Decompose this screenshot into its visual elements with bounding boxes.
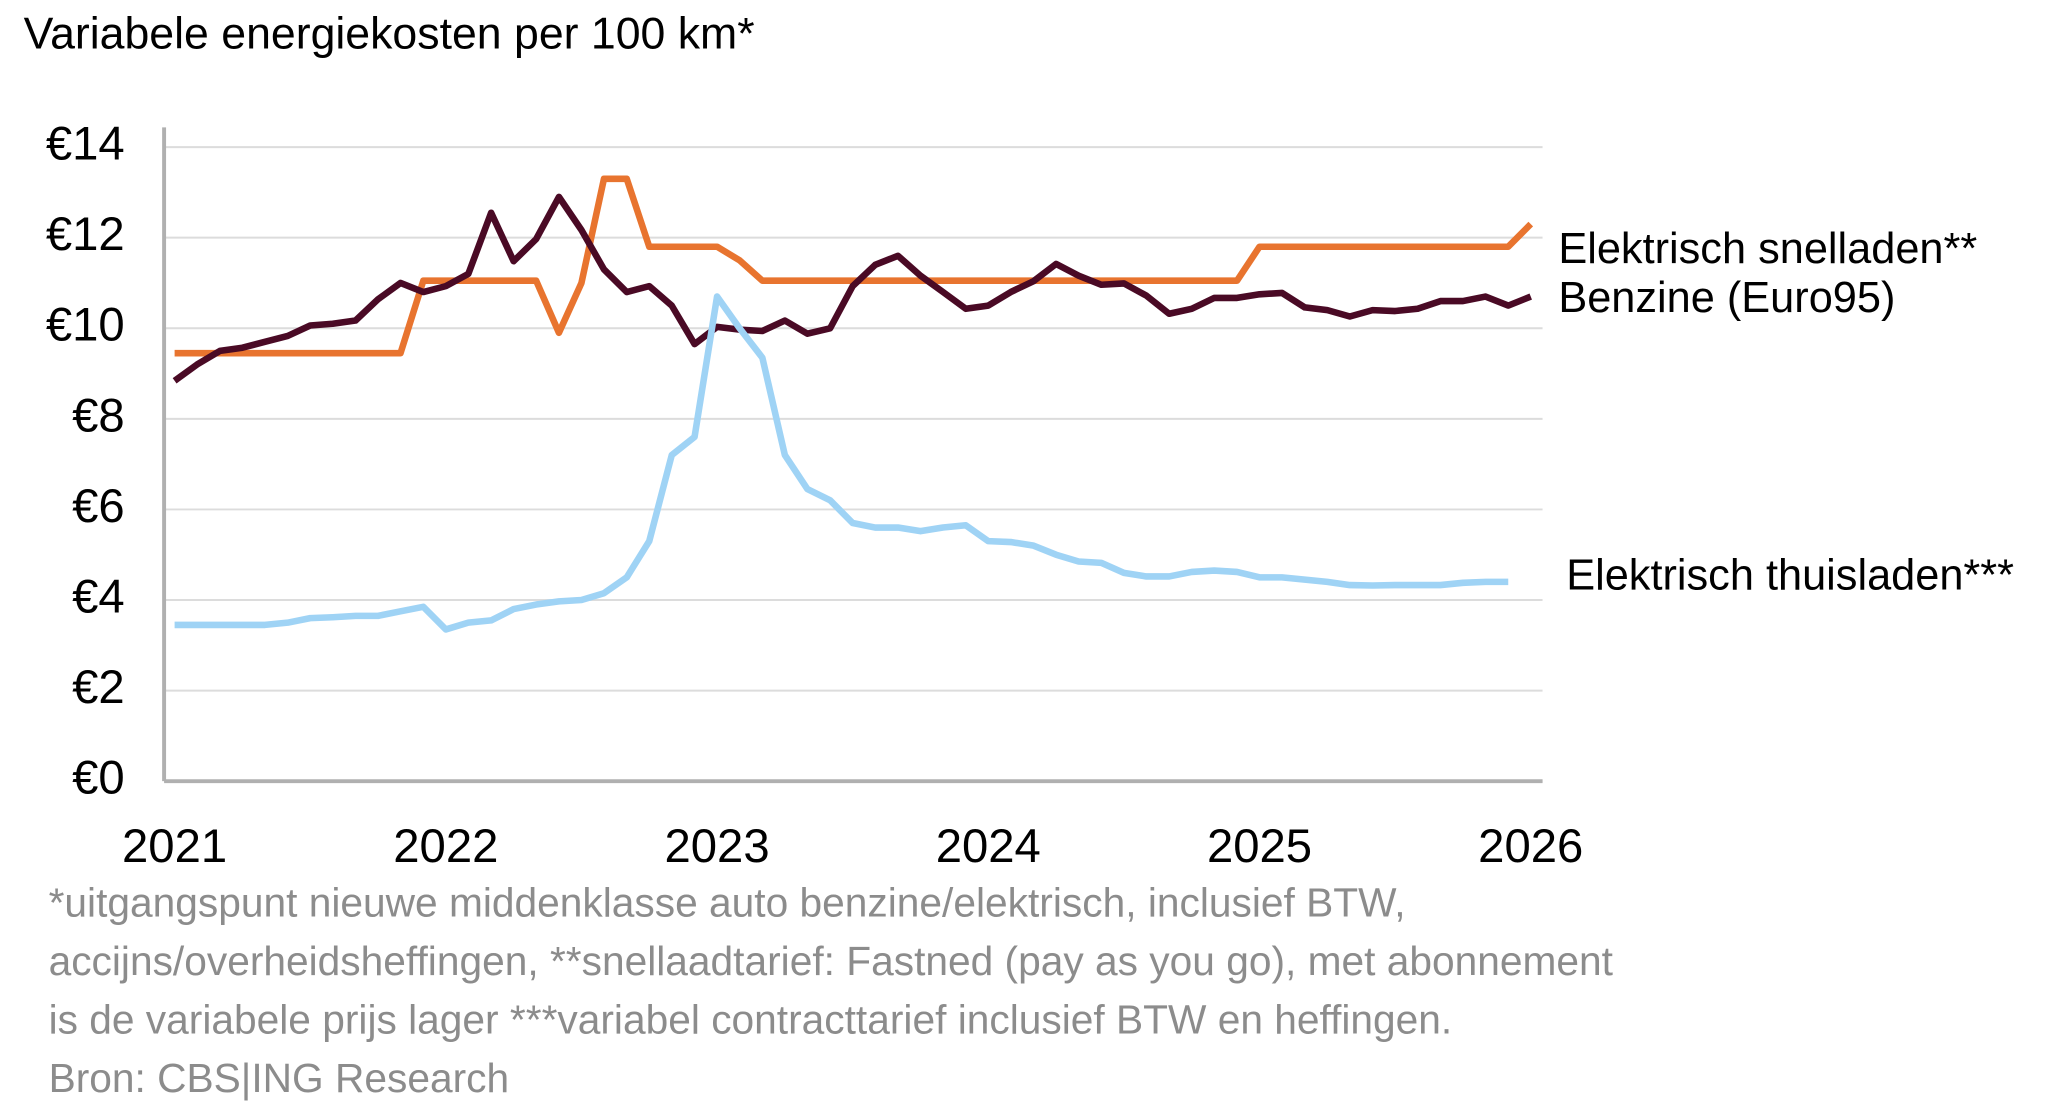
y-tick-label: €2: [72, 661, 125, 714]
footnote: accijns/overheidsheffingen, **snellaadta…: [49, 938, 1613, 984]
y-tick-label: €4: [72, 570, 125, 623]
y-tick-label: €0: [72, 752, 125, 805]
y-tick-label: €14: [46, 118, 125, 171]
y-tick-label: €6: [72, 480, 125, 533]
x-tick-label: 2023: [665, 820, 770, 873]
x-tick-label: 2022: [393, 820, 498, 873]
x-tick-label: 2025: [1207, 820, 1312, 873]
y-tick-label: €8: [72, 389, 125, 442]
series-line: [172, 193, 1532, 384]
series-label: Elektrisch thuisladen***: [1566, 551, 2014, 599]
y-tick-label: €12: [46, 208, 125, 261]
footnote: Bron: CBS|ING Research: [49, 1055, 510, 1101]
x-tick-label: 2026: [1478, 820, 1583, 873]
y-tick-label: €10: [46, 299, 125, 352]
series-line: [174, 293, 1509, 633]
series-line: [174, 175, 1534, 357]
footnote: is de variabele prijs lager ***variabel …: [49, 996, 1453, 1042]
series-label: Benzine (Euro95): [1558, 274, 1895, 322]
x-tick-label: 2024: [936, 820, 1041, 873]
x-tick-label: 2021: [122, 820, 227, 873]
footnote: *uitgangspunt nieuwe middenklasse auto b…: [49, 880, 1406, 926]
series-label: Elektrisch snelladen**: [1558, 225, 1977, 273]
chart-title: Variabele energiekosten per 100 km*: [24, 10, 755, 59]
